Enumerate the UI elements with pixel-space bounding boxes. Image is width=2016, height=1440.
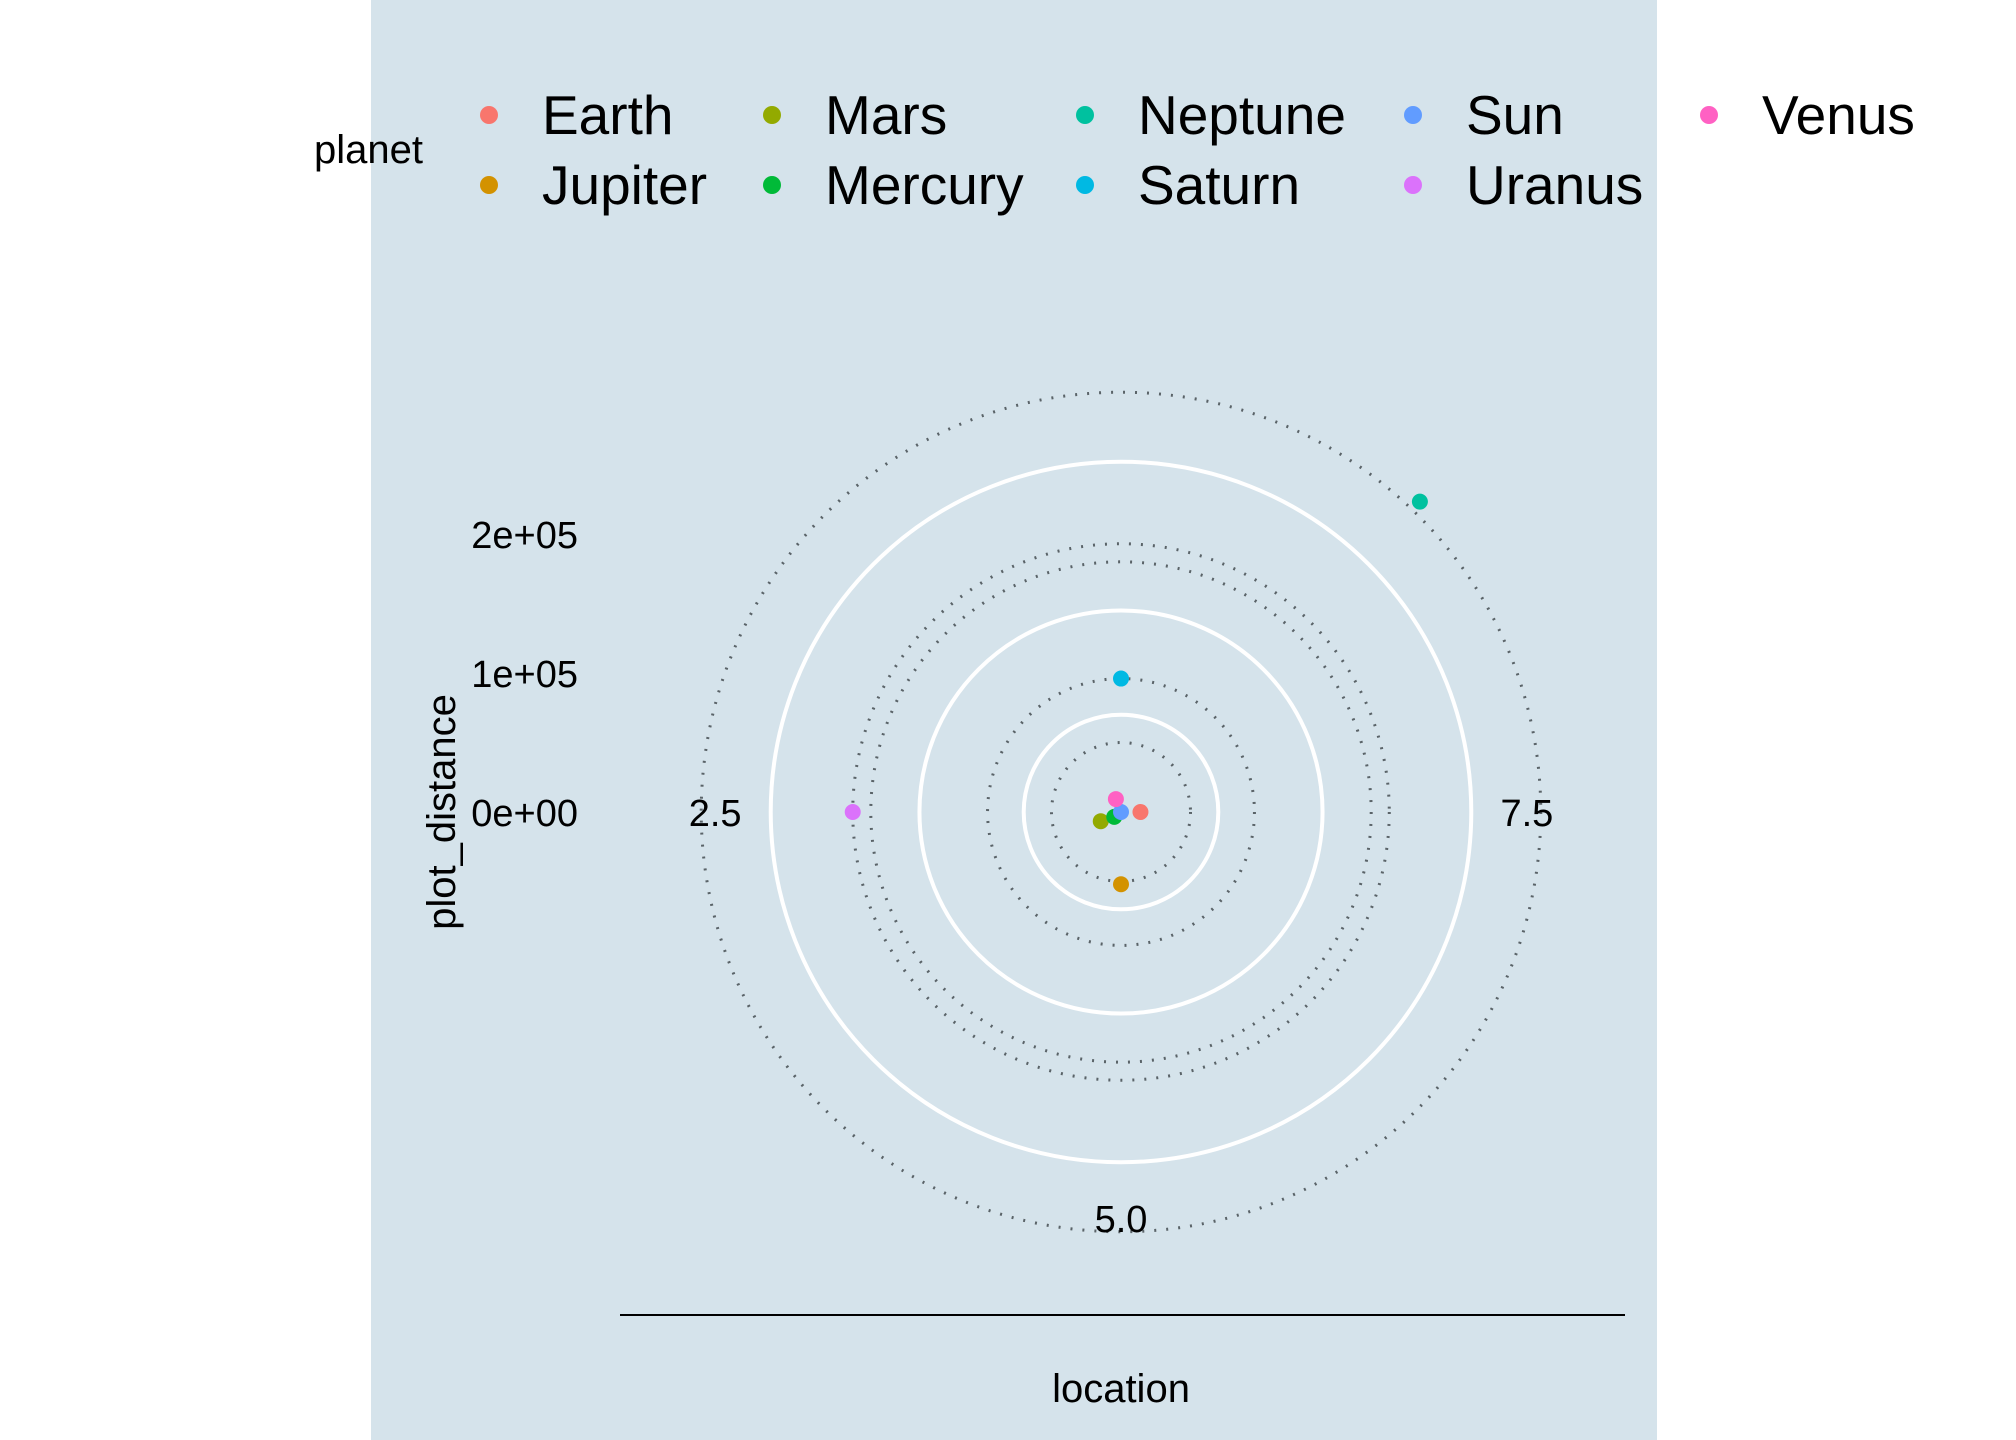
legend-key [763,106,781,124]
grid-circle [1021,712,1221,912]
theta-tick-label: 5.0 [1095,1199,1148,1241]
point-earth [1132,804,1149,820]
grid-circle [917,608,1325,1016]
r-tick-label: 0e+00 [471,793,578,835]
legend-key [1404,106,1422,124]
legend-key [763,176,781,194]
grid-layer [768,459,1474,1165]
legend-label: Venus [1762,84,1915,146]
x-axis-title: location [1052,1367,1190,1411]
orbit-saturn [986,677,1256,947]
orbit-jupiter [869,560,1373,1064]
legend-item-saturn: Saturn [1076,154,1301,216]
y-axis-title: plot_distance [420,694,464,930]
point-layer [844,493,1428,893]
legend-key [1404,176,1422,194]
point-saturn [1113,670,1129,687]
r-tick-label: 1e+05 [471,654,578,696]
point-venus [1107,791,1124,808]
theta-tick-label: 7.5 [1500,793,1553,835]
orbit-uranus [851,542,1391,1082]
point-mars [1092,813,1109,830]
legend-key [1700,106,1718,124]
theta-tick-label: 2.5 [689,793,742,835]
r-tick-label: 2e+05 [471,515,578,557]
legend-key [1076,106,1094,124]
label-layer: 2.5 5.0 7.5 0e+00 1e+05 2e+05 [471,515,1553,1241]
legend-item-venus: Venus [1700,84,1915,146]
legend-item-mercury: Mercury [763,154,1024,216]
legend-title: planet [314,128,423,172]
legend-label: Mercury [825,154,1024,216]
legend-label: Jupiter [542,154,708,216]
legend-key [480,176,498,194]
legend-item-sun: Sun [1404,84,1564,146]
legend-key [1076,176,1094,194]
point-sun [1113,804,1129,820]
legend-item-jupiter: Jupiter [480,154,708,216]
grid-circle [768,459,1474,1165]
plot-panel [371,0,1657,1440]
legend-item-uranus: Uranus [1404,154,1644,216]
point-jupiter [1113,876,1129,893]
legend-label: Saturn [1138,154,1301,216]
legend-label: Sun [1466,84,1564,146]
legend-label: Uranus [1466,154,1644,216]
point-uranus [844,804,861,820]
legend-item-mars: Mars [763,84,948,146]
point-neptune [1411,493,1428,510]
legend-label: Earth [542,84,674,146]
legend-label: Mars [825,84,948,146]
legend-item-earth: Earth [480,84,674,146]
legend-label: Neptune [1138,84,1346,146]
orbit-neptune [699,390,1543,1234]
legend-key [480,106,498,124]
legend-item-neptune: Neptune [1076,84,1346,146]
